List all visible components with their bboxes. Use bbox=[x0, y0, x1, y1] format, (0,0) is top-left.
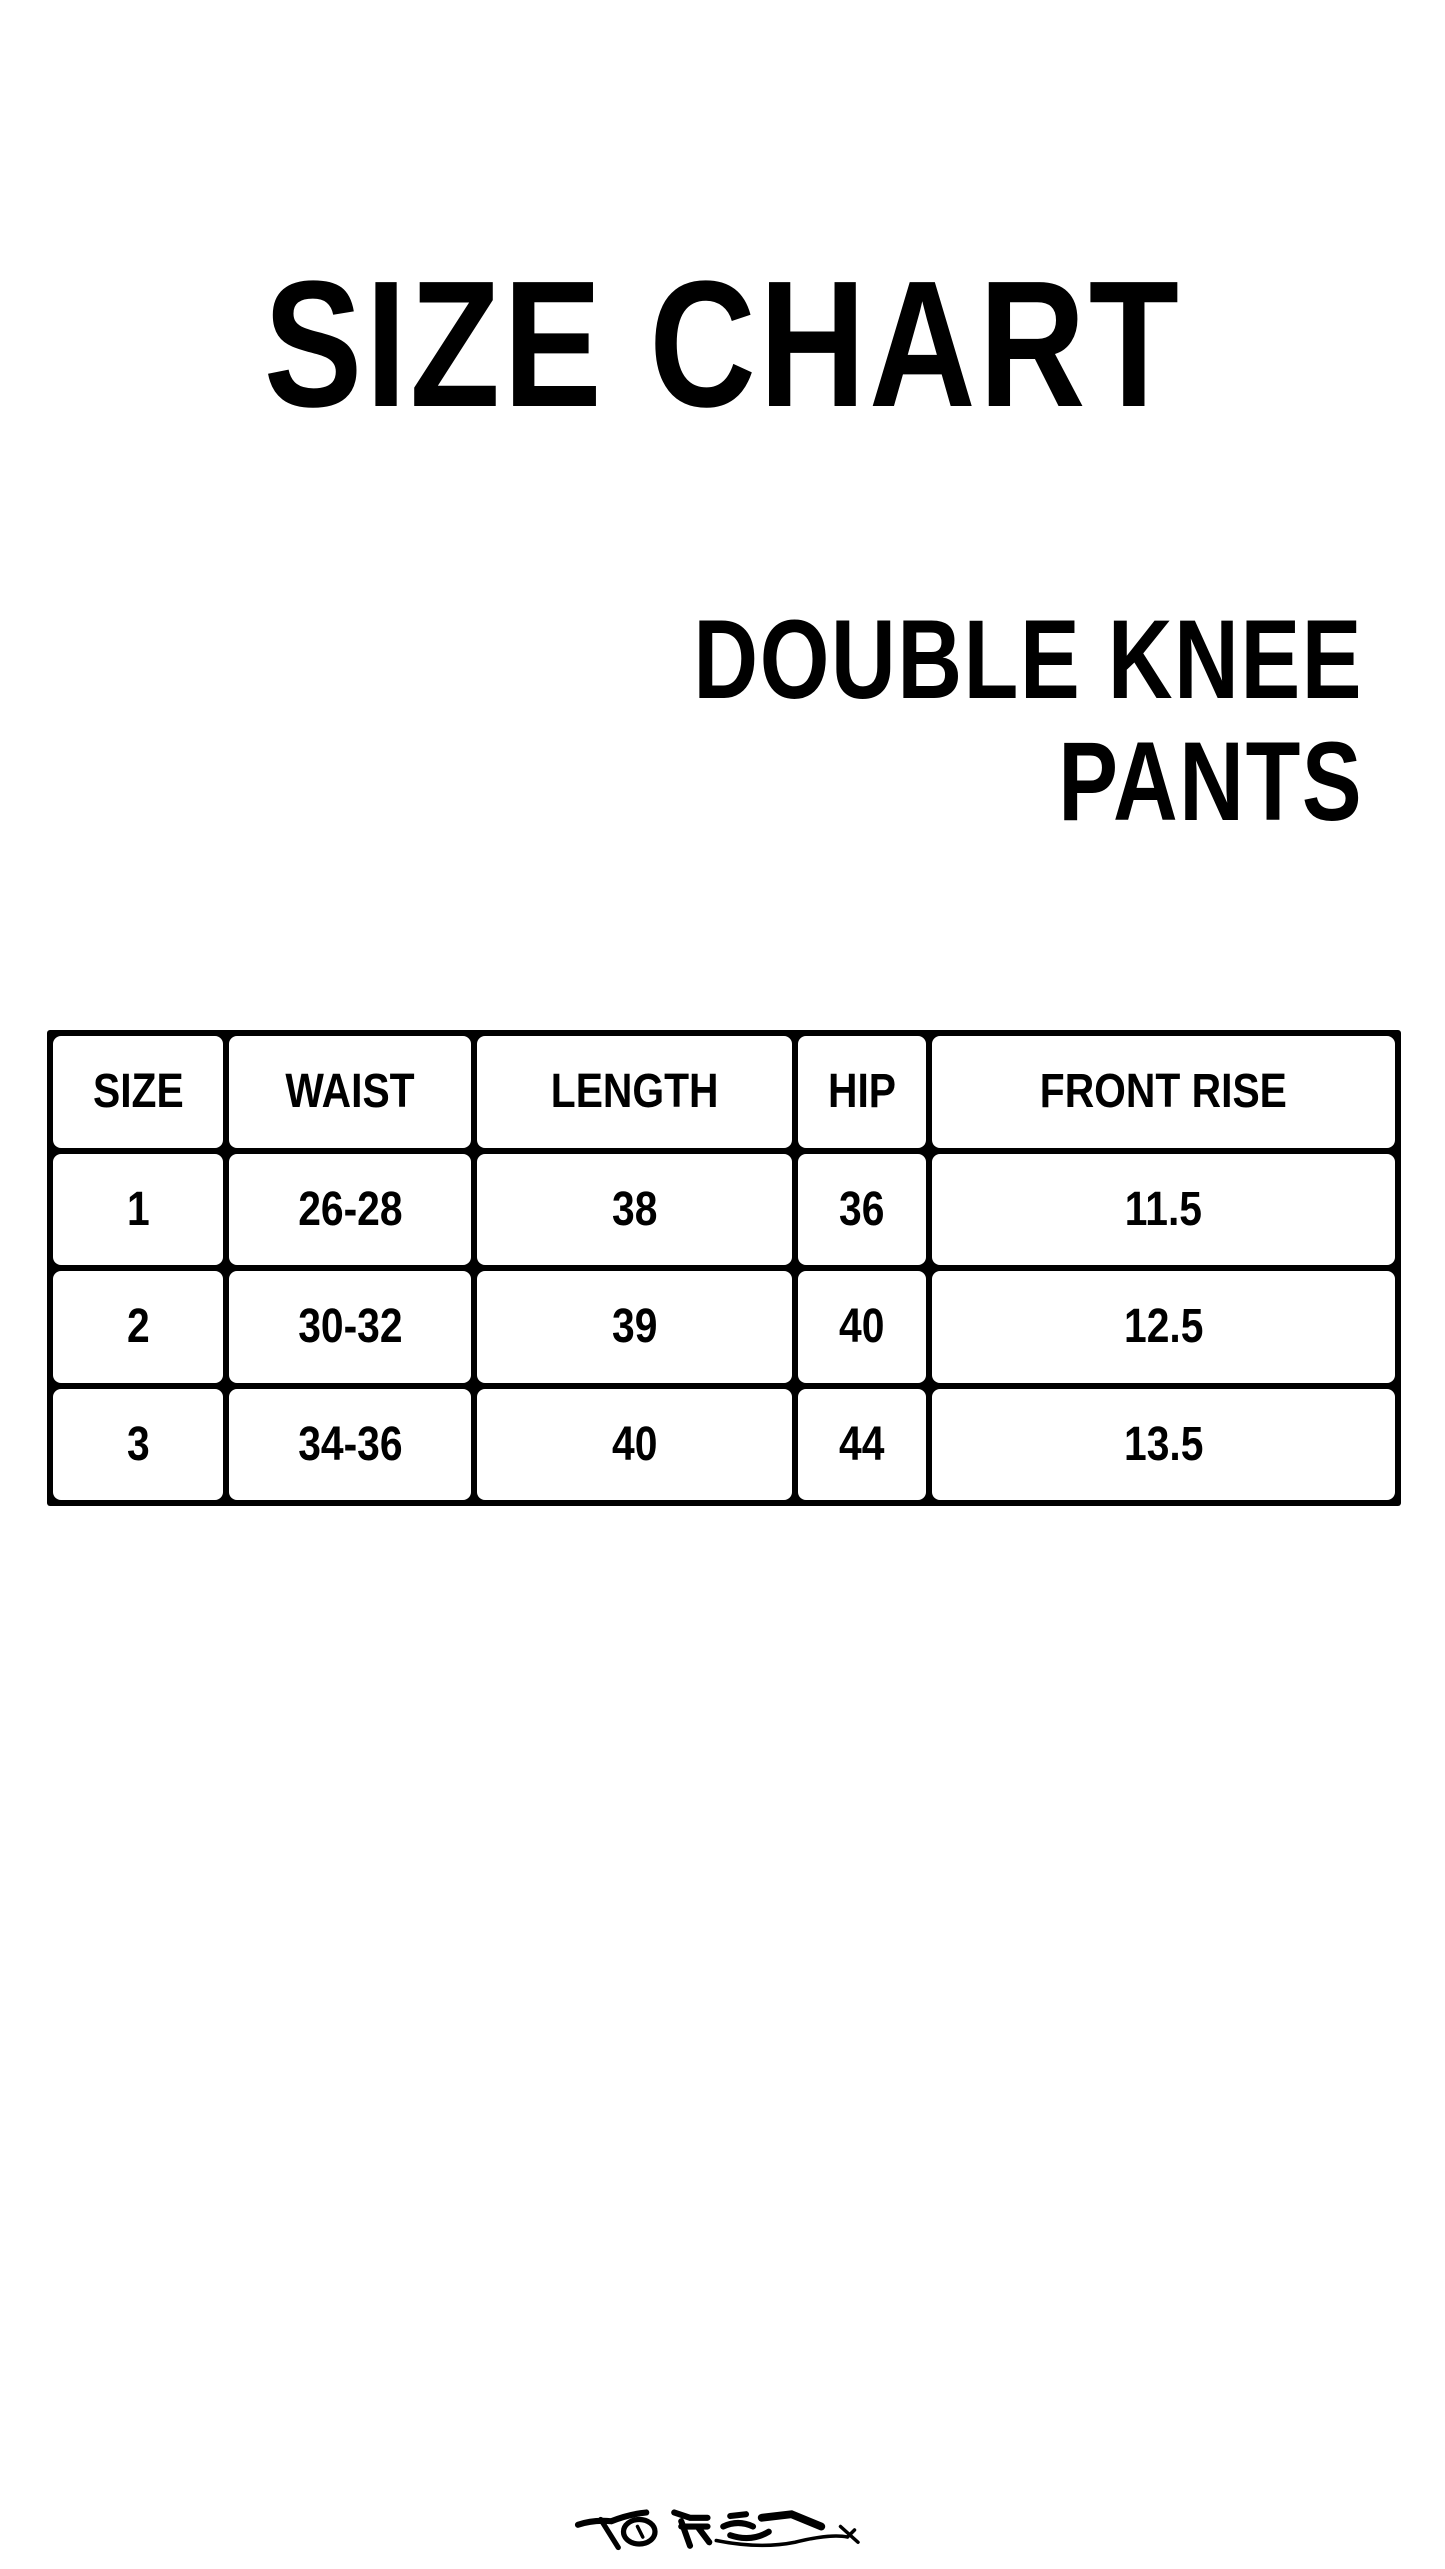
table-cell: 40 bbox=[477, 1388, 792, 1500]
table-cell: 34-36 bbox=[229, 1388, 472, 1500]
size-table: SIZE WAIST LENGTH HIP FRONT RISE 1 26-28… bbox=[47, 1030, 1401, 1506]
table-cell: 36 bbox=[798, 1153, 926, 1265]
table-cell: 13.5 bbox=[931, 1388, 1395, 1500]
product-name-line2: PANTS bbox=[982, 726, 1363, 838]
table-row: 2 30-32 39 40 12.5 bbox=[53, 1271, 1395, 1383]
page-title: SIZE CHART bbox=[0, 255, 1445, 435]
table-cell: 12.5 bbox=[931, 1271, 1395, 1383]
table-cell: 1 bbox=[53, 1153, 224, 1265]
table-cell: 30-32 bbox=[229, 1271, 472, 1383]
header-hip: HIP bbox=[827, 1065, 896, 1119]
table-row: 3 34-36 40 44 13.5 bbox=[53, 1388, 1395, 1500]
signature-logo bbox=[574, 2509, 860, 2551]
table-cell: 40 bbox=[798, 1271, 926, 1383]
product-name-line1-text: DOUBLE KNEE bbox=[693, 597, 1363, 722]
table-cell: 3 bbox=[53, 1388, 224, 1500]
header-waist: WAIST bbox=[285, 1065, 415, 1119]
header-cell: WAIST bbox=[229, 1036, 472, 1148]
table-header-row: SIZE WAIST LENGTH HIP FRONT RISE bbox=[53, 1036, 1395, 1148]
product-name-line2-text: PANTS bbox=[1057, 719, 1363, 844]
table-cell: 38 bbox=[477, 1153, 792, 1265]
header-cell: LENGTH bbox=[477, 1036, 792, 1148]
cell-value: 36 bbox=[839, 1182, 885, 1236]
header-size: SIZE bbox=[92, 1065, 184, 1119]
header-cell: HIP bbox=[798, 1036, 926, 1148]
header-cell: SIZE bbox=[53, 1036, 224, 1148]
page-title-text: SIZE CHART bbox=[263, 244, 1182, 445]
table-row: 1 26-28 38 36 11.5 bbox=[53, 1153, 1395, 1265]
table-cell: 11.5 bbox=[931, 1153, 1395, 1265]
table-cell: 2 bbox=[53, 1271, 224, 1383]
cell-value: 3 bbox=[126, 1417, 150, 1471]
cell-value: 30-32 bbox=[298, 1300, 403, 1354]
cell-value: 13.5 bbox=[1123, 1417, 1203, 1471]
product-name-line1: DOUBLE KNEE bbox=[526, 604, 1363, 716]
cell-value: 26-28 bbox=[298, 1182, 403, 1236]
cell-value: 40 bbox=[612, 1417, 658, 1471]
cell-value: 1 bbox=[126, 1182, 150, 1236]
header-front-rise: FRONT RISE bbox=[1039, 1065, 1287, 1119]
cell-value: 38 bbox=[612, 1182, 658, 1236]
header-length: LENGTH bbox=[550, 1065, 719, 1119]
table-cell: 39 bbox=[477, 1271, 792, 1383]
header-cell: FRONT RISE bbox=[931, 1036, 1395, 1148]
table-cell: 44 bbox=[798, 1388, 926, 1500]
cell-value: 12.5 bbox=[1123, 1300, 1203, 1354]
cell-value: 40 bbox=[839, 1300, 885, 1354]
cell-value: 2 bbox=[126, 1300, 150, 1354]
table-cell: 26-28 bbox=[229, 1153, 472, 1265]
cell-value: 39 bbox=[612, 1300, 658, 1354]
cell-value: 44 bbox=[839, 1417, 885, 1471]
cell-value: 11.5 bbox=[1124, 1182, 1202, 1236]
cell-value: 34-36 bbox=[298, 1417, 403, 1471]
